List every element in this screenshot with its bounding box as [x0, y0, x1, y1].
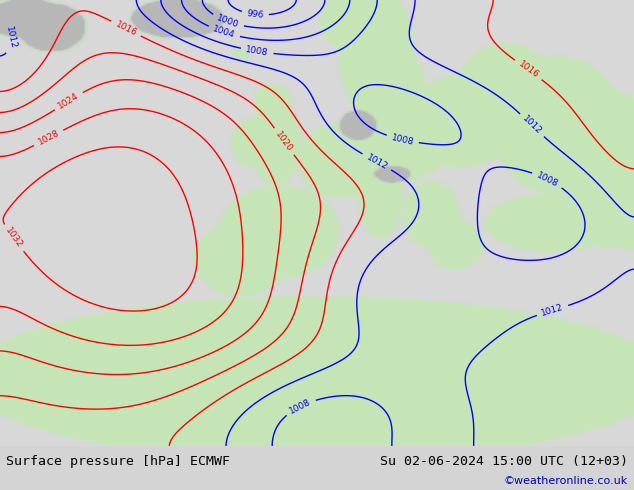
Text: 1008: 1008 [288, 397, 313, 416]
Text: Su 02-06-2024 15:00 UTC (12+03): Su 02-06-2024 15:00 UTC (12+03) [380, 455, 628, 468]
Text: 1012: 1012 [521, 114, 543, 137]
Text: 1008: 1008 [391, 133, 415, 147]
Text: 1012: 1012 [4, 25, 17, 50]
Text: 996: 996 [246, 9, 264, 20]
Text: 1016: 1016 [516, 59, 540, 80]
Text: 1000: 1000 [216, 13, 240, 30]
Text: 1012: 1012 [365, 152, 389, 171]
Text: 1016: 1016 [113, 20, 138, 38]
Text: 1020: 1020 [274, 129, 294, 153]
Text: 1008: 1008 [535, 170, 560, 189]
Text: ©weatheronline.co.uk: ©weatheronline.co.uk [503, 476, 628, 486]
Text: 1032: 1032 [3, 226, 24, 250]
Text: 1008: 1008 [245, 45, 269, 57]
Text: Surface pressure [hPa] ECMWF: Surface pressure [hPa] ECMWF [6, 455, 230, 468]
Text: 1028: 1028 [36, 128, 61, 147]
Text: 1004: 1004 [212, 24, 236, 40]
Text: 1024: 1024 [56, 91, 81, 111]
Text: 1012: 1012 [540, 303, 565, 318]
